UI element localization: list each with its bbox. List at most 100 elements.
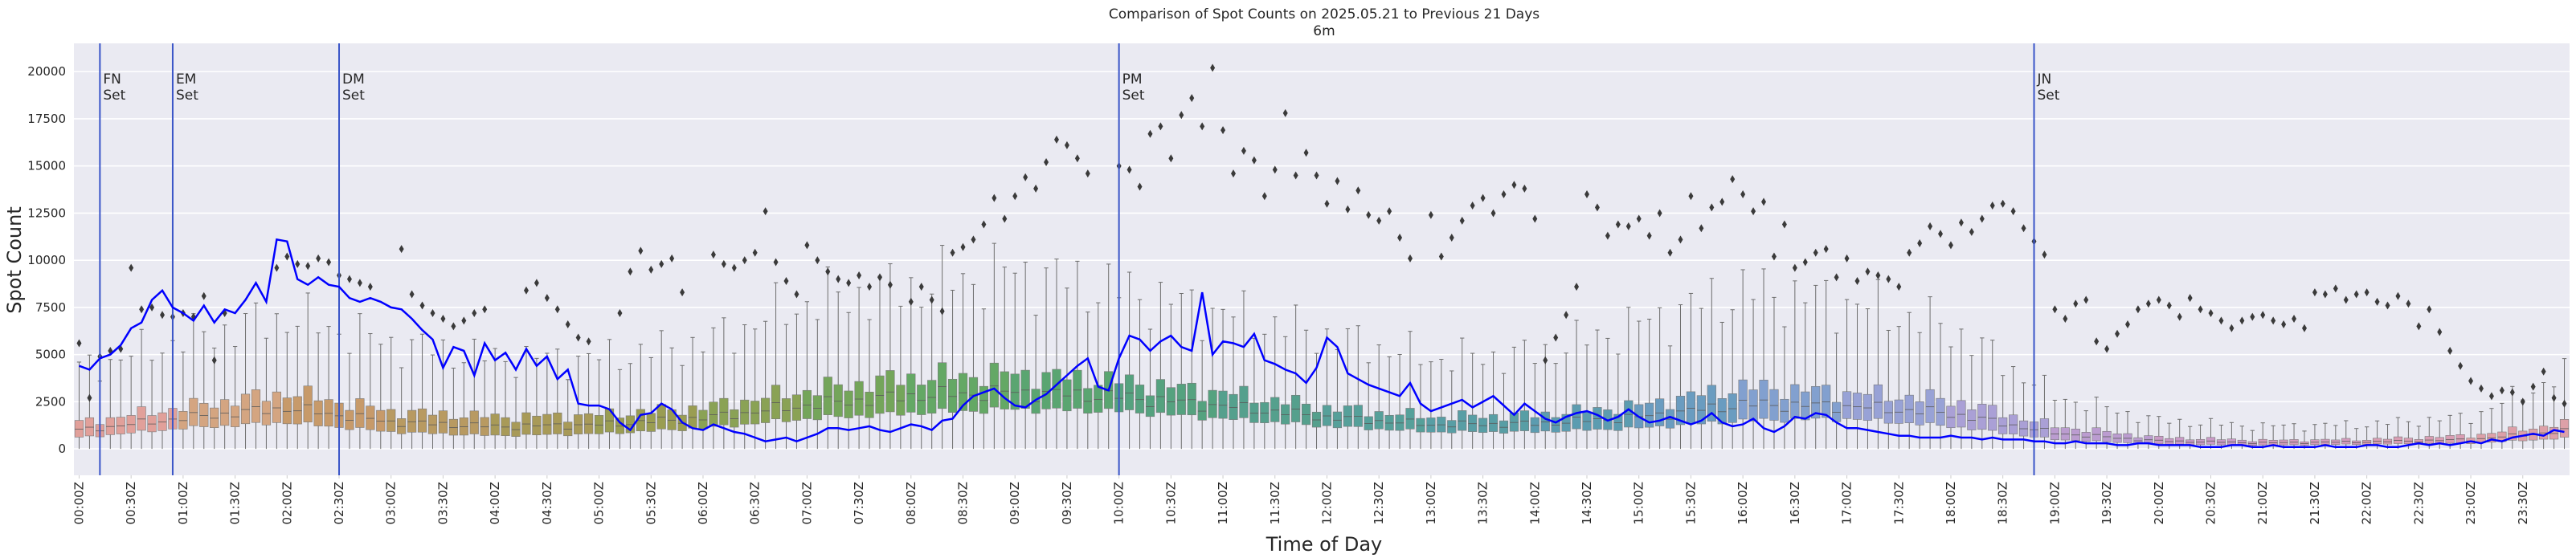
outlier-point	[326, 258, 332, 267]
box	[865, 391, 874, 418]
y-axis-ticks: 0 2500 5000 7500 10000 12500 15000 17500 20000	[27, 64, 66, 456]
box	[1696, 395, 1706, 425]
box	[1519, 410, 1529, 431]
outlier-point	[2145, 299, 2151, 308]
outlier-point	[669, 254, 675, 263]
chart-title: Comparison of Spot Counts on 2025.05.21 …	[1109, 6, 1539, 22]
box	[1686, 391, 1696, 424]
outlier-point	[2478, 384, 2484, 393]
box	[938, 362, 947, 409]
box	[823, 377, 832, 415]
y-tick-label: 0	[58, 442, 66, 456]
box	[1707, 385, 1716, 422]
outlier-point	[2322, 290, 2328, 299]
outlier-point	[2250, 312, 2255, 321]
x-tick-label: 04:30Z	[540, 482, 554, 525]
event-label: DM	[342, 71, 365, 88]
outlier-point	[1251, 156, 1257, 165]
event-label: EM	[176, 71, 196, 88]
outlier-point	[617, 308, 623, 317]
outlier-point	[887, 280, 893, 289]
outlier-point	[1126, 165, 1132, 174]
box	[844, 390, 853, 418]
box	[1405, 408, 1415, 430]
box	[1593, 407, 1602, 430]
box	[802, 389, 812, 419]
outlier-point	[1907, 248, 1912, 257]
outlier-point	[742, 256, 747, 265]
outlier-point	[1023, 173, 1028, 181]
y-tick-label: 10000	[27, 253, 66, 267]
outlier-point	[981, 220, 987, 229]
box	[240, 393, 251, 425]
box	[1675, 396, 1686, 426]
box	[1624, 400, 1634, 428]
outlier-point	[2135, 305, 2141, 314]
outlier-point	[1854, 277, 1860, 286]
outlier-point	[1532, 214, 1538, 223]
x-tick-label: 01:30Z	[228, 482, 243, 525]
outlier-point	[2292, 315, 2297, 324]
box	[698, 409, 708, 430]
outlier-point	[846, 279, 852, 287]
outlier-point	[575, 333, 581, 342]
box	[1083, 388, 1093, 414]
outlier-point	[1584, 189, 1590, 198]
outlier-point	[2427, 305, 2432, 314]
box	[1208, 389, 1217, 418]
box	[584, 413, 594, 434]
y-tick-label: 7500	[35, 300, 66, 315]
outlier-point	[2395, 291, 2401, 300]
x-tick-label: 08:00Z	[904, 482, 918, 525]
box	[1073, 369, 1082, 409]
outlier-point	[2551, 393, 2557, 402]
outlier-point	[2104, 344, 2110, 353]
box	[1936, 397, 1945, 426]
outlier-point	[1636, 214, 1642, 223]
outlier-point	[857, 271, 862, 279]
outlier-point	[419, 301, 425, 310]
box	[1748, 389, 1758, 422]
box	[1145, 395, 1155, 417]
outlier-point	[2468, 377, 2474, 385]
y-tick-label: 2500	[35, 394, 66, 409]
outlier-point	[918, 283, 924, 291]
box	[427, 414, 438, 434]
box	[1488, 413, 1499, 432]
box	[833, 384, 843, 417]
event-label: Set	[1122, 88, 1145, 104]
outlier-point	[2385, 301, 2390, 310]
outlier-point	[2364, 288, 2370, 297]
outlier-point	[836, 275, 841, 283]
box-whiskers	[76, 242, 2567, 450]
outlier-point	[2229, 324, 2235, 332]
y-tick-label: 5000	[35, 348, 66, 362]
outlier-point	[1033, 184, 1039, 193]
outlier-point	[648, 265, 654, 274]
outlier-point	[1886, 275, 1891, 283]
outlier-point	[2083, 295, 2089, 304]
outlier-point	[586, 337, 591, 346]
x-tick-label: 15:30Z	[1683, 482, 1698, 525]
x-tick-label: 10:30Z	[1163, 482, 1178, 525]
y-tick-label: 15000	[27, 159, 66, 173]
outlier-point	[1688, 192, 1694, 201]
outlier-point	[2353, 290, 2359, 299]
box	[480, 417, 489, 436]
x-axis-ticks: 00:00Z 00:30Z 01:00Z 01:30Z 02:00Z 02:30Z 03:0…	[72, 475, 2530, 525]
box	[1925, 389, 1935, 423]
box	[2039, 418, 2050, 438]
box	[230, 405, 240, 427]
outlier-point	[2166, 301, 2172, 310]
y-tick-label: 20000	[27, 64, 66, 79]
chart-subtitle: 6m	[1313, 23, 1335, 39]
outlier-point	[1387, 207, 1392, 216]
box	[1988, 405, 1997, 431]
outlier-point	[1490, 209, 1496, 218]
x-tick-label: 21:30Z	[2308, 482, 2322, 525]
box	[292, 396, 302, 425]
x-tick-label: 15:00Z	[1632, 482, 1646, 525]
x-tick-label: 07:00Z	[799, 482, 814, 525]
box	[1822, 385, 1831, 418]
outlier-point	[1657, 209, 1662, 218]
